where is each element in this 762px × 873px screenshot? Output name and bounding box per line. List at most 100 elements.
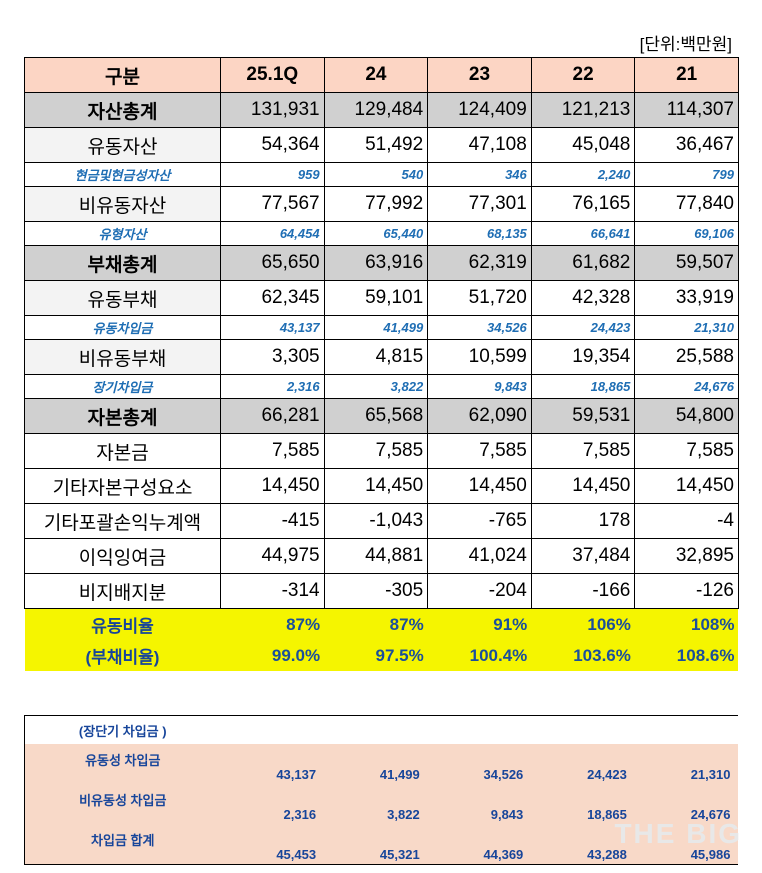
row-value: -765 <box>427 503 532 539</box>
loans-title: (장단기 차입금 ) <box>24 715 221 744</box>
row-label: 자본총계 <box>24 398 221 434</box>
row-value: 25,588 <box>634 339 739 375</box>
loans-row-value: 9,843 <box>427 784 532 824</box>
row-value: 54,800 <box>634 398 739 434</box>
header-period: 21 <box>634 57 739 93</box>
row-value: 24,423 <box>530 315 636 340</box>
row-value: 41,499 <box>323 315 429 340</box>
table-row: 자산총계 131,931 129,484 124,409 121,213 114,307 <box>24 92 739 128</box>
row-value: 2,316 <box>220 374 325 399</box>
table-row: 유형자산 64,454 65,440 68,135 66,641 69,106 <box>24 221 739 246</box>
table-row: (부채비율) 99.0% 97.5% 100.4% 103.6% 108.6% <box>24 640 739 671</box>
balance-sheet-table: 구분 25.1Q 24 23 22 21 자산총계 131,931 129,484 124,409… <box>24 57 739 671</box>
row-value: 14,450 <box>427 468 532 504</box>
row-value: 77,567 <box>220 186 325 222</box>
row-value: 97.5% <box>324 640 428 671</box>
table-row: 유동비율 87% 87% 91% 106% 108% <box>24 608 739 640</box>
loans-row-label: 비유동성 차입금 <box>24 784 221 824</box>
row-value: 3,305 <box>220 339 325 375</box>
row-value: 7,585 <box>634 433 739 469</box>
loans-row: 비유동성 차입금 2,316 3,822 9,843 18,865 24,676 <box>24 784 739 824</box>
loans-row-value: 44,369 <box>427 824 532 865</box>
row-value: 14,450 <box>530 468 636 504</box>
row-value: 14,450 <box>634 468 739 504</box>
header-period: 22 <box>530 57 636 93</box>
row-value: 64,454 <box>220 221 325 246</box>
loans-row-value: 41,499 <box>324 744 428 784</box>
loans-row-value: 24,423 <box>531 744 635 784</box>
row-value: 66,641 <box>530 221 636 246</box>
table-row: 비유동자산 77,567 77,992 77,301 76,165 77,840 <box>24 186 739 222</box>
table-row: 유동자산 54,364 51,492 47,108 45,048 36,467 <box>24 127 739 163</box>
loans-row-value: 24,676 <box>634 784 739 824</box>
loans-row-value: 3,822 <box>324 784 428 824</box>
row-value: 77,840 <box>634 186 739 222</box>
row-value: -126 <box>634 573 739 609</box>
row-value: 54,364 <box>220 127 325 163</box>
loans-row-value: 43,288 <box>531 824 635 865</box>
row-label: 기타포괄손익누계액 <box>24 503 221 539</box>
header-period: 24 <box>323 57 429 93</box>
row-value: 42,328 <box>530 280 636 316</box>
row-value: 7,585 <box>220 433 325 469</box>
row-value: 108% <box>634 608 739 640</box>
row-value: 959 <box>220 162 325 187</box>
row-value: 7,585 <box>323 433 429 469</box>
row-label: 비유동부채 <box>24 339 221 375</box>
loans-row-value: 2,316 <box>220 784 325 824</box>
row-value: -204 <box>427 573 532 609</box>
row-value: 63,916 <box>323 245 429 281</box>
row-value: 106% <box>531 608 635 640</box>
row-value: 14,450 <box>220 468 325 504</box>
row-value: 32,895 <box>634 538 739 574</box>
row-value: 77,301 <box>427 186 532 222</box>
empty-cell <box>220 715 325 744</box>
row-label: 부채총계 <box>24 245 221 281</box>
row-value: 45,048 <box>530 127 636 163</box>
row-label: 자본금 <box>24 433 221 469</box>
table-row: 기타포괄손익누계액 -415 -1,043 -765 178 -4 <box>24 503 739 539</box>
row-value: 91% <box>427 608 532 640</box>
row-value: 103.6% <box>531 640 635 671</box>
row-value: 59,507 <box>634 245 739 281</box>
row-value: 34,526 <box>427 315 532 340</box>
loans-row-value: 45,321 <box>324 824 428 865</box>
row-value: 44,881 <box>323 538 429 574</box>
row-value: 87% <box>324 608 428 640</box>
row-value: 99.0% <box>220 640 325 671</box>
table-row: 이익잉여금 44,975 44,881 41,024 37,484 32,895 <box>24 538 739 574</box>
row-value: 114,307 <box>634 92 739 128</box>
loans-row: 유동성 차입금 43,137 41,499 34,526 24,423 21,310 <box>24 744 739 784</box>
row-value: 799 <box>634 162 739 187</box>
loans-row: 차입금 합계 45,453 45,321 44,369 43,288 45,986 <box>24 824 739 865</box>
table-row: 자본총계 66,281 65,568 62,090 59,531 54,800 <box>24 398 739 434</box>
loans-row-label: 유동성 차입금 <box>24 744 221 784</box>
loans-row-value: 34,526 <box>427 744 532 784</box>
row-label: 유동차입금 <box>24 315 221 340</box>
row-value: -415 <box>220 503 325 539</box>
row-value: 62,345 <box>220 280 325 316</box>
row-label: 기타자본구성요소 <box>24 468 221 504</box>
row-label: 유형자산 <box>24 221 221 246</box>
table-row: 장기차입금 2,316 3,822 9,843 18,865 24,676 <box>24 374 739 399</box>
loans-row-label: 차입금 합계 <box>24 824 221 865</box>
row-value: 65,568 <box>323 398 429 434</box>
row-value: 18,865 <box>530 374 636 399</box>
row-label: (부채비율) <box>24 640 221 671</box>
row-value: 76,165 <box>530 186 636 222</box>
row-value: 7,585 <box>427 433 532 469</box>
row-value: 19,354 <box>530 339 636 375</box>
row-value: -314 <box>220 573 325 609</box>
loans-row-value: 45,986 <box>634 824 739 865</box>
row-value: 65,440 <box>323 221 429 246</box>
row-value: 124,409 <box>427 92 532 128</box>
row-value: 43,137 <box>220 315 325 340</box>
row-value: 346 <box>427 162 532 187</box>
header-period: 25.1Q <box>220 57 325 93</box>
header-category: 구분 <box>24 57 221 93</box>
row-value: 69,106 <box>634 221 739 246</box>
row-value: 7,585 <box>530 433 636 469</box>
loans-row-value: 21,310 <box>634 744 739 784</box>
row-value: 33,919 <box>634 280 739 316</box>
row-value: 2,240 <box>530 162 636 187</box>
